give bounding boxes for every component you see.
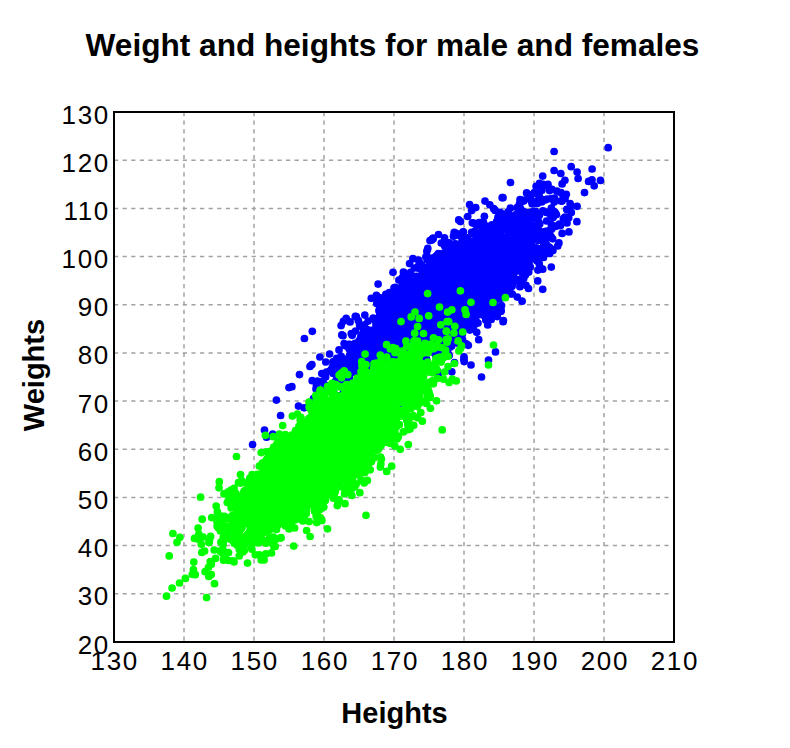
svg-text:90: 90 — [78, 292, 110, 322]
svg-text:Weight and heights for male an: Weight and heights for male and females — [86, 27, 700, 63]
svg-text:140: 140 — [161, 646, 209, 676]
svg-text:120: 120 — [62, 148, 110, 178]
svg-text:40: 40 — [78, 533, 110, 563]
svg-text:60: 60 — [78, 437, 110, 467]
svg-text:80: 80 — [78, 340, 110, 370]
svg-text:100: 100 — [62, 244, 110, 274]
svg-text:70: 70 — [78, 389, 110, 419]
svg-text:110: 110 — [63, 196, 110, 226]
svg-text:190: 190 — [511, 646, 559, 676]
svg-text:Weights: Weights — [18, 319, 50, 431]
svg-text:160: 160 — [301, 646, 349, 676]
svg-text:130: 130 — [62, 100, 110, 130]
svg-text:Heights: Heights — [341, 697, 447, 729]
svg-text:170: 170 — [371, 646, 419, 676]
svg-text:210: 210 — [651, 646, 699, 676]
svg-text:50: 50 — [78, 485, 110, 515]
svg-text:200: 200 — [581, 646, 629, 676]
svg-text:130: 130 — [91, 646, 139, 676]
svg-text:150: 150 — [231, 646, 279, 676]
svg-text:180: 180 — [441, 646, 489, 676]
svg-text:30: 30 — [78, 581, 110, 611]
